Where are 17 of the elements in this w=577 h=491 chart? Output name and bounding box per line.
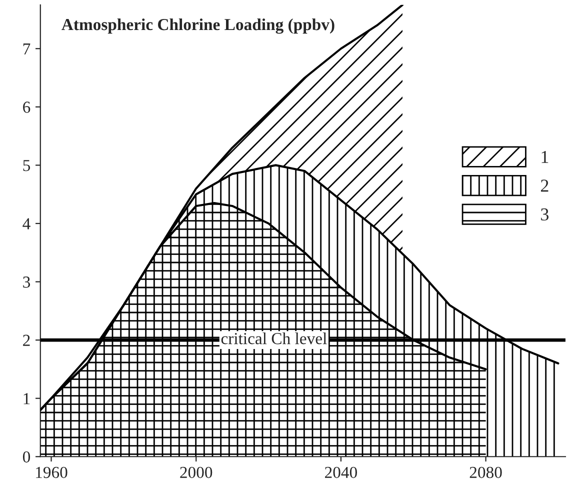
x-tick-label: 2080 xyxy=(470,466,502,478)
y-tick-label: 2 xyxy=(23,334,30,346)
y-tick-label: 4 xyxy=(22,218,30,230)
x-tick-label: 2040 xyxy=(325,466,357,478)
legend-label: 2 xyxy=(540,180,548,192)
y-tick-label: 5 xyxy=(23,160,30,172)
y-tick-label: 0 xyxy=(22,451,30,463)
ref-line-label: critical Ch level xyxy=(221,332,327,344)
y-tick-label: 3 xyxy=(23,276,30,288)
y-tick-label: 7 xyxy=(23,43,30,54)
legend-label: 3 xyxy=(541,208,549,221)
legend-label: 1 xyxy=(542,150,548,163)
annotation: Atmospheric Chlorine Loading (ppbv) xyxy=(62,18,334,34)
y-tick-label: 6 xyxy=(23,102,30,113)
y-tick-label: 1 xyxy=(24,393,30,404)
x-tick-label: 2000 xyxy=(180,466,212,478)
x-tick-label: 1960 xyxy=(36,466,68,478)
